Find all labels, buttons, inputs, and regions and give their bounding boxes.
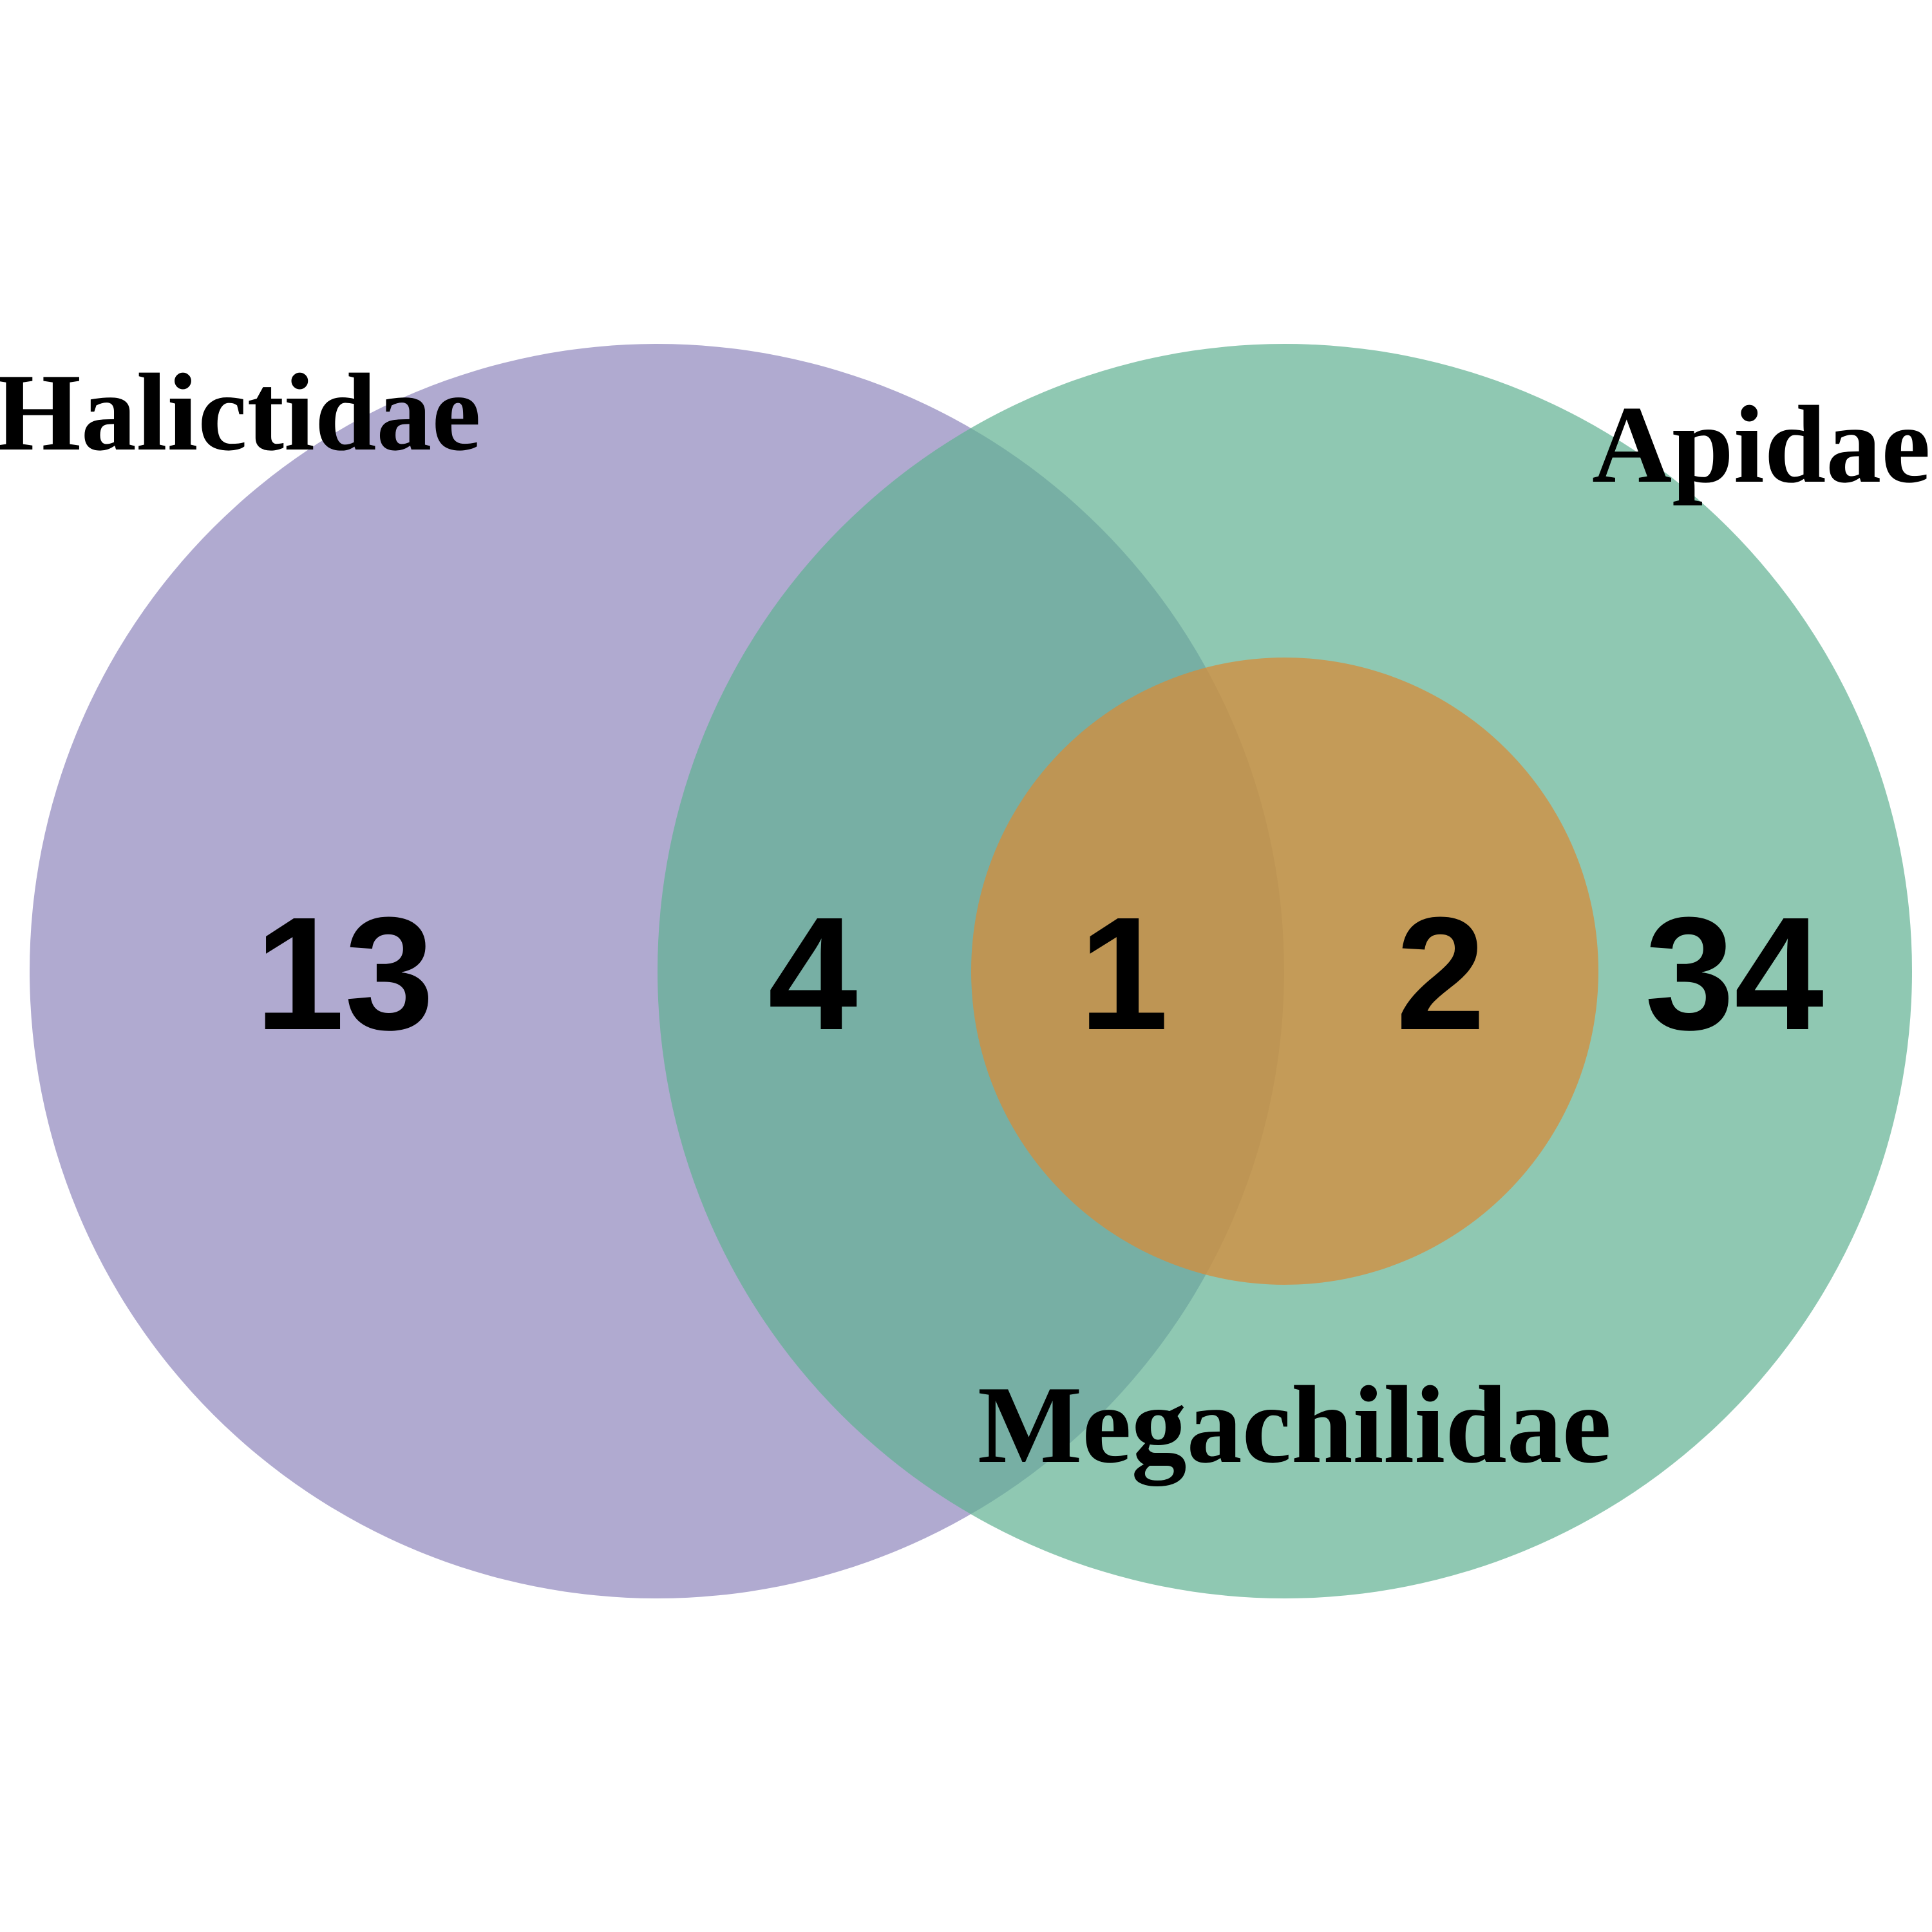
count-halictidae-only: 13 (255, 884, 434, 1063)
count-halictidae-apidae: 4 (768, 884, 857, 1063)
megachilidae-circle (971, 658, 1598, 1285)
count-apidae-megachilidae: 2 (1396, 884, 1485, 1063)
apidae-label: Apidae (1592, 384, 1931, 506)
set-labels: Halictidae Apidae Megachilidae (0, 352, 1931, 1486)
count-apidae-only: 34 (1645, 884, 1824, 1063)
region-counts: 13 4 1 2 34 (255, 884, 1824, 1063)
halictidae-label: Halictidae (0, 352, 481, 474)
set-circles (30, 344, 1912, 1598)
megachilidae-label: Megachilidae (978, 1364, 1611, 1486)
count-all-three: 1 (1079, 884, 1168, 1063)
